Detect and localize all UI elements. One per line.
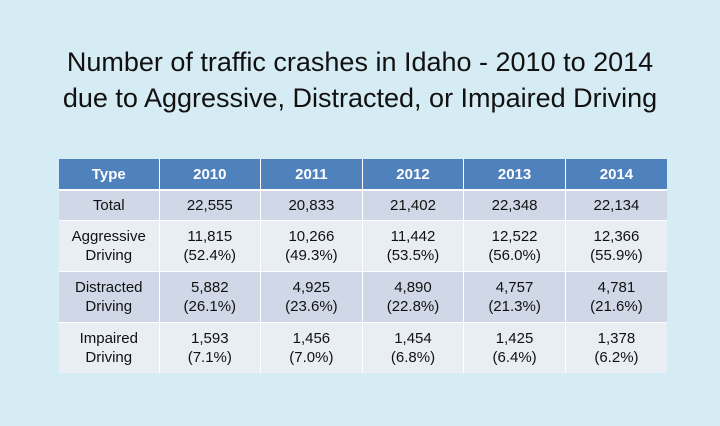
cell-text: (52.4%) xyxy=(183,247,237,264)
cell-text: 20,833 xyxy=(288,197,335,214)
cell-text: 1,378 xyxy=(597,330,636,347)
cell-text: (53.5%) xyxy=(386,247,440,264)
cell-text: (49.3%) xyxy=(285,247,338,264)
value-cell: 22,555 xyxy=(159,189,262,221)
table-row: Total 22,555 20,833 21,402 22,348 22,134 xyxy=(59,189,667,221)
cell-text: 11,442 xyxy=(390,228,436,245)
value-cell: 21,402 xyxy=(362,189,465,221)
row-type-cell: Distracted Driving xyxy=(59,271,160,323)
value-cell: 4,890 (22.8%) xyxy=(362,271,465,323)
cell-text: Driving xyxy=(85,247,133,264)
cell-text: (23.6%) xyxy=(285,298,338,315)
value-cell: 11,815 (52.4%) xyxy=(159,220,262,272)
cell-text: 22,134 xyxy=(593,197,640,214)
cell-text: (6.2%) xyxy=(594,349,639,366)
cell-text: Distracted xyxy=(74,279,143,296)
cell-text: 4,890 xyxy=(394,279,432,296)
row-type-cell: Aggressive Driving xyxy=(59,220,160,272)
row-type-cell: Impaired Driving xyxy=(59,322,160,373)
cell-text: (56.0%) xyxy=(488,247,541,264)
slide-title: Number of traffic crashes in Idaho - 201… xyxy=(40,44,680,116)
header-type: Type xyxy=(59,159,160,191)
value-cell: 22,348 xyxy=(463,189,566,221)
cell-text: 1,456 xyxy=(292,330,331,347)
cell-text: 11,815 xyxy=(187,228,233,245)
value-cell: 1,593 (7.1%) xyxy=(159,322,262,373)
cell-text: 21,402 xyxy=(390,197,436,214)
header-2010: 2010 xyxy=(159,159,262,191)
table-header-row: Type 2010 2011 2012 2013 2014 xyxy=(59,159,667,191)
table-row: Impaired Driving 1,593 (7.1%) 1,456 (7.0%) 1,4… xyxy=(59,322,667,373)
value-cell: 11,442 (53.5%) xyxy=(362,220,465,272)
value-cell: 22,134 xyxy=(565,189,667,221)
cell-text: (7.0%) xyxy=(289,349,334,366)
value-cell: 1,378 (6.2%) xyxy=(565,322,667,373)
cell-text: (7.1%) xyxy=(187,349,232,366)
value-cell: 1,454 (6.8%) xyxy=(362,322,465,373)
header-2011: 2011 xyxy=(260,159,363,191)
cell-text: (21.3%) xyxy=(488,298,541,315)
cell-text: 12,522 xyxy=(491,228,538,245)
cell-text: (26.1%) xyxy=(183,298,237,315)
crash-table: Type 2010 2011 2012 2013 2014 Total 22,55… xyxy=(59,159,667,373)
value-cell: 12,522 (56.0%) xyxy=(463,220,566,272)
cell-text: 5,882 xyxy=(191,279,229,296)
cell-text: (21.6%) xyxy=(590,298,643,315)
title-line-2: due to Aggressive, Distracted, or Impair… xyxy=(62,83,658,113)
cell-text: 12,366 xyxy=(593,228,640,245)
cell-text: (6.8%) xyxy=(390,349,436,366)
row-type-cell: Total xyxy=(59,189,160,221)
header-2012: 2012 xyxy=(362,159,465,191)
value-cell: 1,425 (6.4%) xyxy=(463,322,566,373)
cell-text: (6.4%) xyxy=(492,349,537,366)
cell-text: 1,425 xyxy=(495,330,534,347)
table-row: Aggressive Driving 11,815 (52.4%) 10,266 (49.… xyxy=(59,220,667,272)
value-cell: 4,781 (21.6%) xyxy=(565,271,667,323)
cell-text: 4,757 xyxy=(495,279,534,296)
cell-text: Impaired xyxy=(79,330,138,347)
cell-text: 1,593 xyxy=(191,330,229,347)
cell-text: Driving xyxy=(85,349,133,366)
cell-text: 10,266 xyxy=(288,228,335,245)
cell-text: Driving xyxy=(85,298,133,315)
value-cell: 5,882 (26.1%) xyxy=(159,271,262,323)
cell-text: Total xyxy=(92,197,125,214)
cell-text: 1,454 xyxy=(394,330,432,347)
cell-text: 22,348 xyxy=(491,197,538,214)
header-2014: 2014 xyxy=(565,159,667,191)
cell-text: 4,781 xyxy=(597,279,636,296)
value-cell: 12,366 (55.9%) xyxy=(565,220,667,272)
value-cell: 4,757 (21.3%) xyxy=(463,271,566,323)
header-2013: 2013 xyxy=(463,159,566,191)
cell-text: (22.8%) xyxy=(386,298,440,315)
cell-text: 4,925 xyxy=(292,279,331,296)
value-cell: 10,266 (49.3%) xyxy=(260,220,363,272)
value-cell: 1,456 (7.0%) xyxy=(260,322,363,373)
cell-text: 22,555 xyxy=(186,197,233,214)
table-row: Distracted Driving 5,882 (26.1%) 4,925 (23.6%… xyxy=(59,271,667,323)
title-line-1: Number of traffic crashes in Idaho - 201… xyxy=(66,47,654,77)
cell-text: (55.9%) xyxy=(590,247,643,264)
value-cell: 20,833 xyxy=(260,189,363,221)
value-cell: 4,925 (23.6%) xyxy=(260,271,363,323)
cell-text: Aggressive xyxy=(71,228,146,245)
